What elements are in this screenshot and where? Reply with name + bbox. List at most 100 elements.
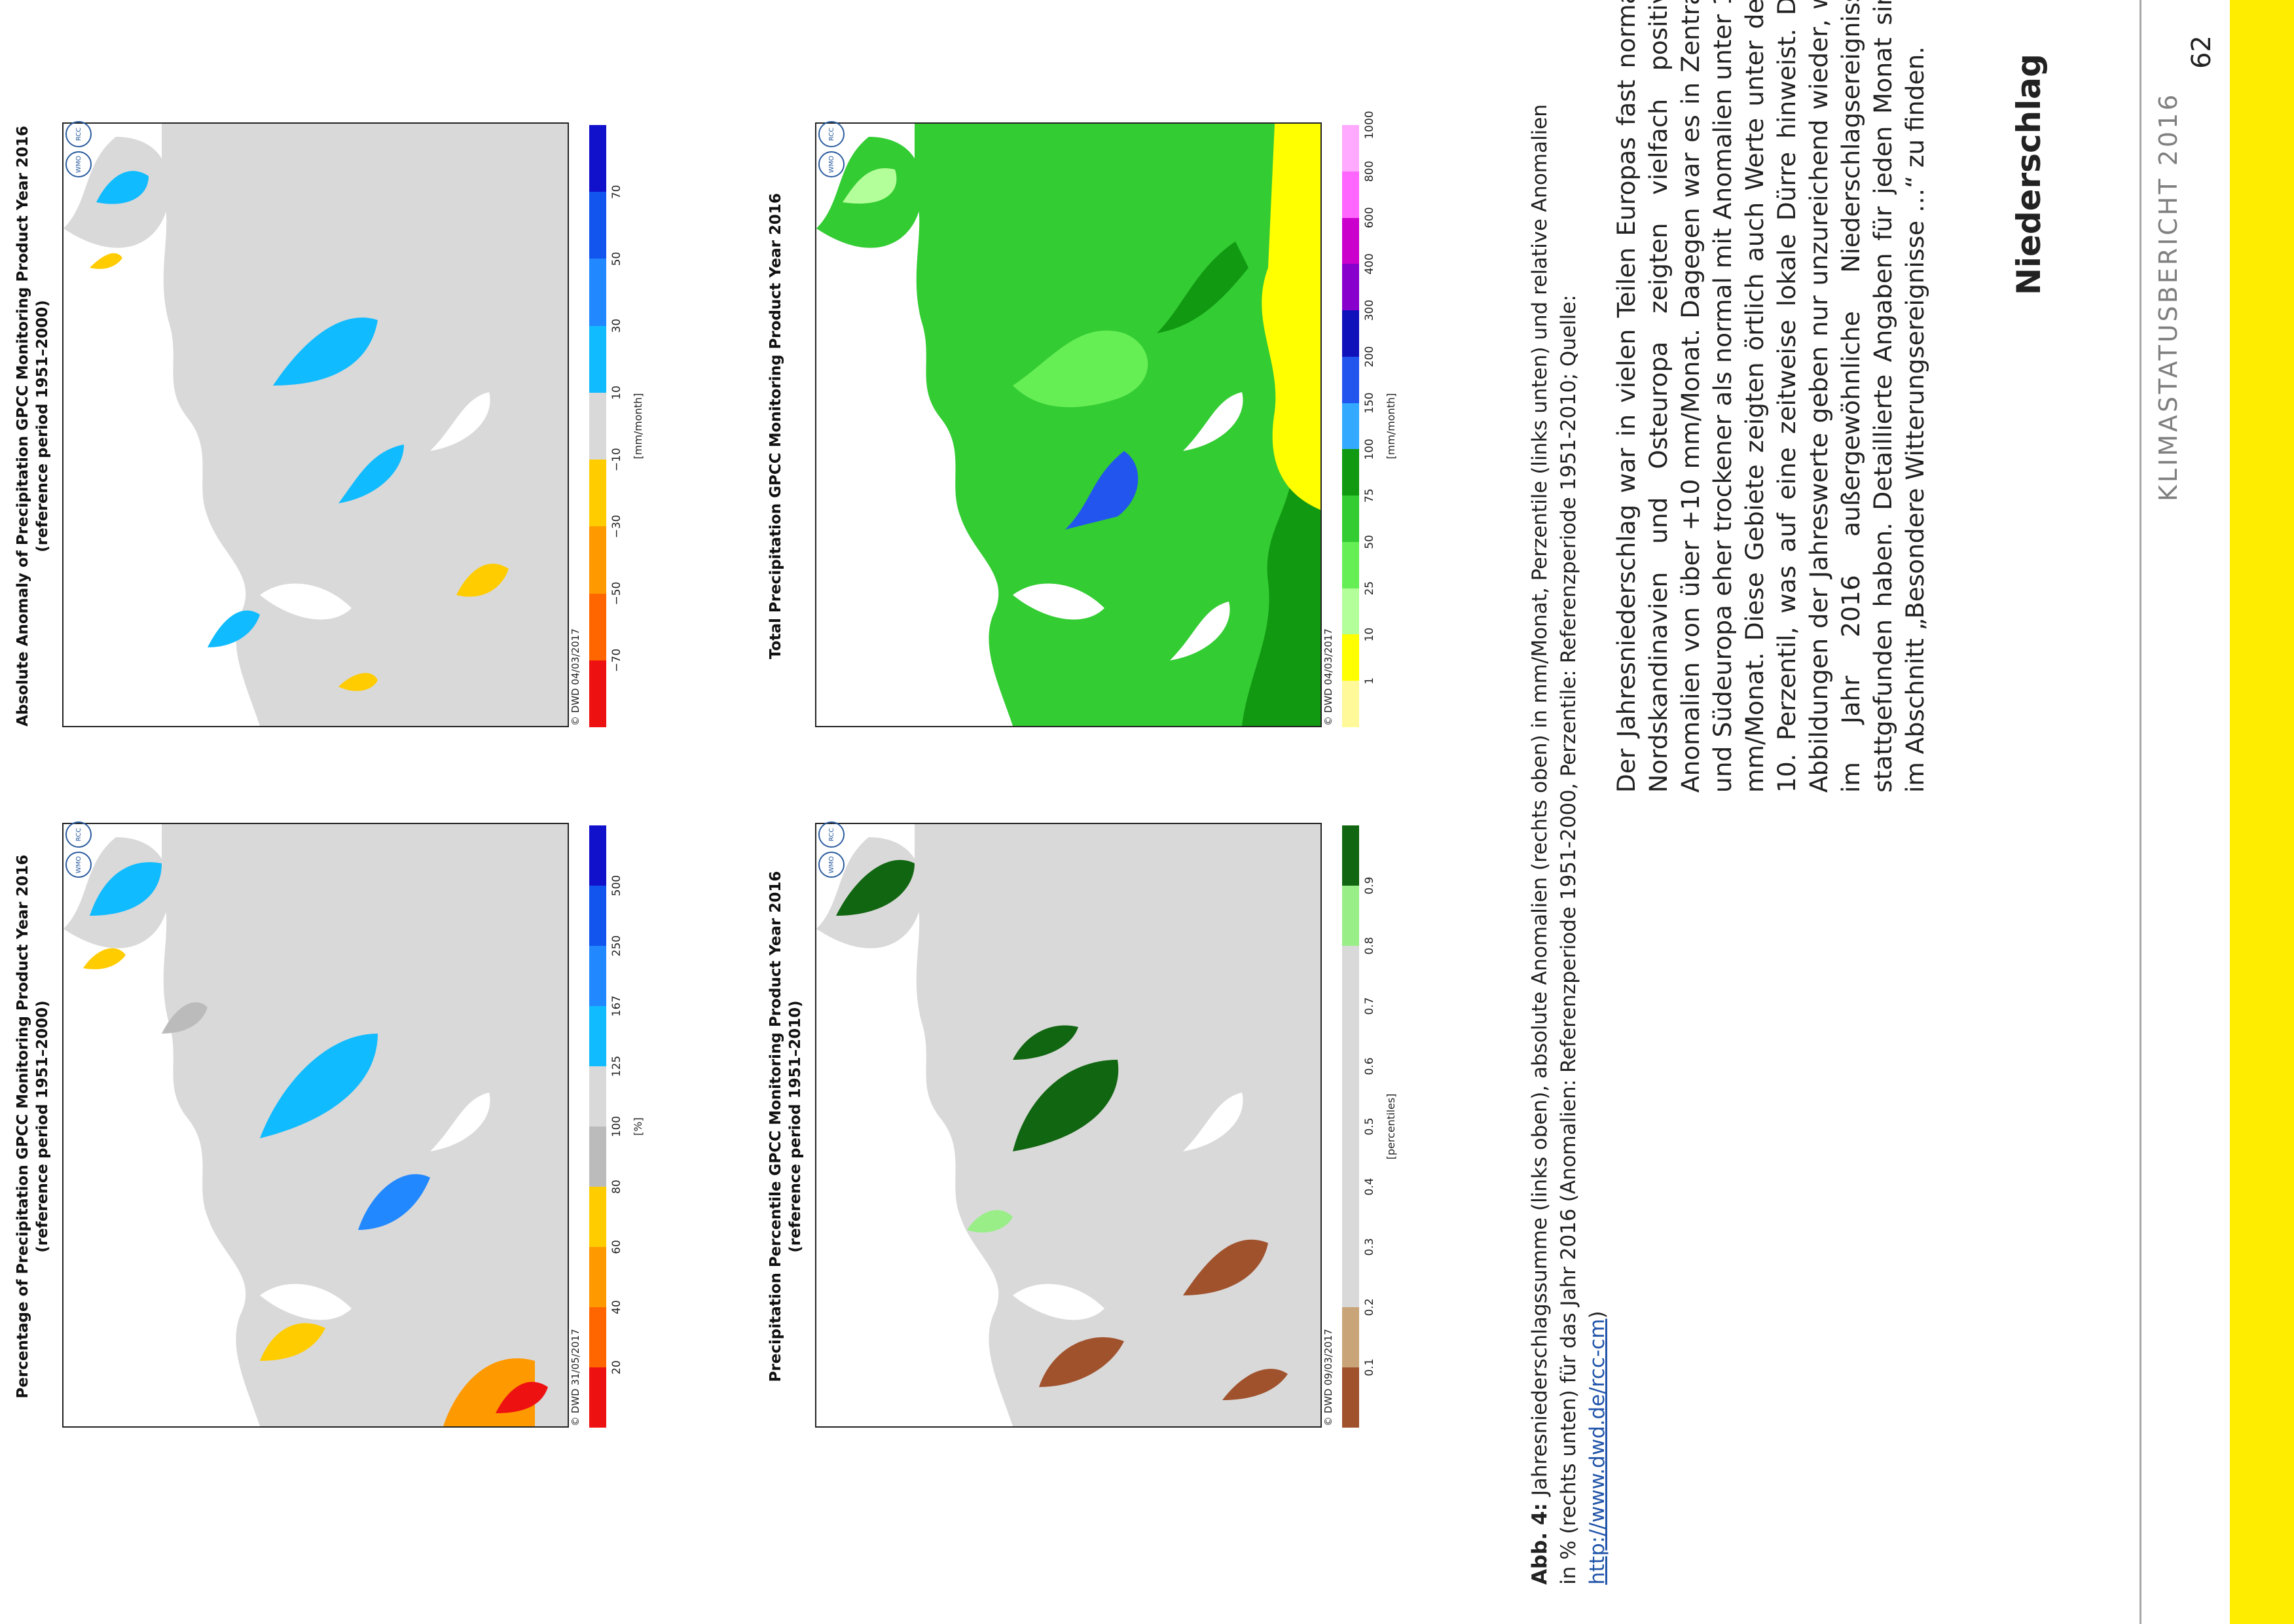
panel-title: Total Precipitation GPCC Monitoring Prod… (767, 193, 784, 659)
legend-tick-label: 0.2 (1363, 1298, 1376, 1316)
legend-tick-label: 50 (610, 251, 623, 266)
legend-tick-label: 10 (610, 386, 623, 400)
legend-swatch (1342, 588, 1359, 635)
legend-tick-label: 0.1 (1363, 1358, 1376, 1377)
legend-swatch (589, 1066, 606, 1127)
legend-tick-label: 0.3 (1363, 1238, 1376, 1256)
rcc-logo-icon: RCC (65, 121, 92, 147)
legend-swatch (1342, 1187, 1359, 1247)
map-credit: © DWD 31/05/2017 (570, 1329, 581, 1426)
wmo-logo-icon: WMO (818, 852, 845, 878)
legend-swatch (1342, 681, 1359, 727)
legend-ticks: 20 40 60 80 100 125 167 250 500 (610, 825, 630, 1428)
wmo-logo-icon: WMO (65, 852, 92, 878)
legend-tick-label: 10 (1363, 627, 1376, 642)
legend-swatch (1342, 496, 1359, 542)
panel-total-precipitation: Total Precipitation GPCC Monitoring Prod… (766, 66, 1538, 786)
legend-tick-label: 20 (610, 1360, 623, 1375)
legend-tick-label: 25 (1363, 581, 1376, 596)
legend-swatch (589, 1247, 606, 1307)
legend-swatch (589, 192, 606, 259)
legend-swatch (589, 526, 606, 594)
legend-tick-label: 400 (1363, 253, 1376, 275)
section-title: Niederschlag (2010, 54, 2048, 295)
logo-group: WMO RCC (65, 121, 92, 177)
caption-label: Abb. 4: (1528, 1496, 1552, 1585)
logo-group: WMO RCC (65, 821, 92, 878)
map-absolute-anomaly (62, 122, 569, 727)
legend-tick-label: 1000 (1363, 111, 1376, 139)
legend-tick-label: 600 (1363, 207, 1376, 228)
panel-subtitle: (reference period 1951–2010) (787, 1000, 804, 1253)
legend-swatch (589, 1367, 606, 1428)
rcc-logo-icon: RCC (818, 821, 845, 848)
wmo-logo-icon: WMO (65, 151, 92, 177)
legend-swatch (1342, 217, 1359, 264)
legend-unit: [%] (632, 1117, 644, 1136)
source-link[interactable]: http://www.dwd.de/rcc-cm (1586, 1318, 1609, 1585)
caption-text: Jahresniederschlagssumme (links oben), a… (1528, 104, 1580, 1585)
legend-swatch (1342, 1066, 1359, 1127)
legend-tick-label: 1 (1363, 677, 1376, 685)
legend-swatch (1342, 1367, 1359, 1428)
legend-swatch (589, 392, 606, 460)
legend-tick-label: 500 (610, 875, 623, 897)
legend-tick-label: 250 (610, 935, 623, 957)
panel-title: Percentage of Precipitation GPCC Monitor… (14, 854, 31, 1399)
legend-tick-label: 200 (1363, 346, 1376, 368)
legend-swatch (589, 259, 606, 326)
map-total-precipitation (815, 122, 1322, 727)
legend-swatch (1342, 886, 1359, 946)
map-credit: © DWD 04/03/2017 (1322, 628, 1334, 726)
legend-tick-label: 50 (1363, 535, 1376, 549)
legend-swatch (1342, 541, 1359, 588)
legend-tick-label: 300 (1363, 299, 1376, 321)
legend-swatch (1342, 403, 1359, 450)
legend-swatch (1342, 171, 1359, 218)
legend-unit: [mm/month] (632, 393, 644, 460)
legend-swatch (589, 593, 606, 660)
legend-swatch (589, 1187, 606, 1247)
legend-swatch (1342, 1307, 1359, 1367)
legend-ticks: 1 10 25 50 75 100 150 200 300 400 600 800 1000 (1363, 111, 1383, 727)
map-credit: © DWD 09/03/2017 (1322, 1329, 1334, 1426)
legend-swatch (589, 1307, 606, 1367)
legend-ticks: 0.1 0.2 0.3 0.4 0.5 0.6 0.7 0.8 0.9 (1363, 825, 1383, 1428)
panel-title: Precipitation Percentile GPCC Monitoring… (767, 871, 784, 1382)
legend-swatch (1342, 125, 1359, 171)
legend-unit: [mm/month] (1385, 393, 1397, 460)
legend-swatch (589, 325, 606, 393)
legend-tick-label: 0.6 (1363, 1057, 1376, 1075)
panel-title: Absolute Anomaly of Precipitation GPCC M… (14, 126, 31, 727)
map-percentile (815, 823, 1322, 1428)
legend-tick-label: 75 (1363, 488, 1376, 503)
color-legend (1342, 125, 1359, 727)
legend-tick-label: 150 (1363, 392, 1376, 414)
legend-ticks: −70 −50 −30 −10 10 30 50 70 (610, 125, 630, 727)
legend-tick-label: 30 (610, 318, 623, 333)
panel-absolute-anomaly: Absolute Anomaly of Precipitation GPCC M… (13, 66, 759, 786)
color-legend (1342, 825, 1359, 1428)
color-legend (589, 825, 606, 1428)
legend-tick-label: −30 (610, 514, 623, 539)
panel-subtitle: (reference period 1951–2000) (34, 300, 51, 552)
legend-swatch (589, 660, 606, 727)
legend-tick-label: 0.7 (1363, 997, 1376, 1015)
legend-tick-label: 100 (610, 1115, 623, 1138)
legend-swatch (589, 946, 606, 1006)
yellow-bar (2230, 0, 2294, 1624)
legend-swatch (589, 460, 606, 527)
map-percentage (62, 823, 569, 1428)
body-text: Der Jahresniederschlag war in vielen Tei… (1612, 0, 1929, 793)
legend-tick-label: 60 (610, 1240, 623, 1254)
page-number: 62 (2187, 35, 2217, 69)
legend-swatch (589, 825, 606, 886)
legend-swatch (1342, 1127, 1359, 1187)
legend-tick-label: 70 (610, 185, 623, 200)
legend-tick-label: 0.4 (1363, 1178, 1376, 1196)
legend-swatch (589, 1006, 606, 1066)
header-divider (2139, 0, 2141, 1624)
legend-swatch (589, 886, 606, 946)
wmo-logo-icon: WMO (818, 151, 845, 177)
legend-swatch (1342, 825, 1359, 886)
